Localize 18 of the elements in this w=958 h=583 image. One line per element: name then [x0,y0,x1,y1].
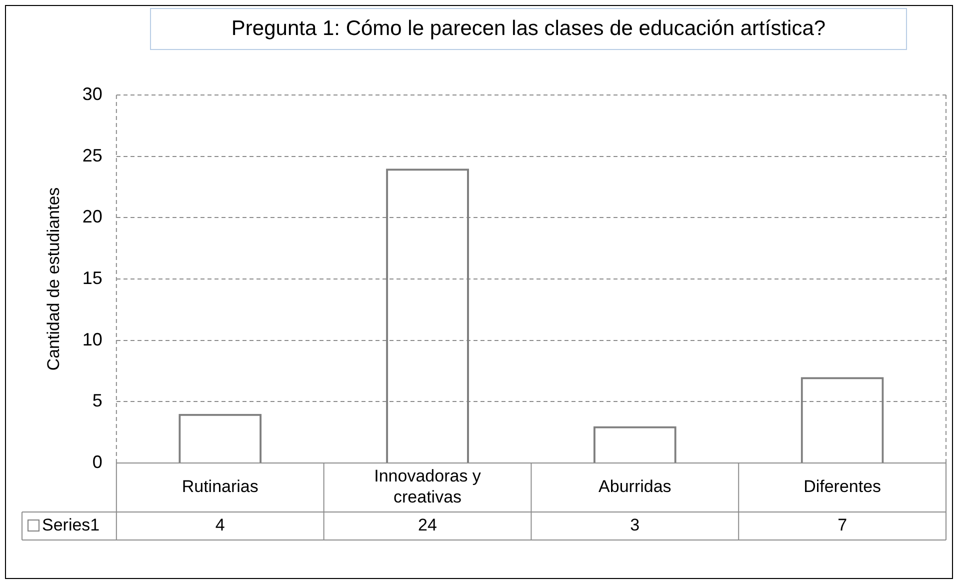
data-label: 24 [418,516,437,535]
y-tick-label: 25 [82,145,102,166]
y-axis-title: Cantidad de estudiantes [44,187,63,371]
x-tick-label: Diferentes [804,477,882,496]
y-tick-label: 5 [92,390,102,411]
data-label: 7 [838,516,848,535]
data-label: 4 [215,516,225,535]
legend-label: Series1 [42,516,100,535]
y-tick-label: 20 [82,206,102,227]
y-tick-label: 0 [92,452,102,472]
data-label: 3 [630,516,640,535]
chart-title: Pregunta 1: Cómo le parecen las clases de educación artística? [150,8,907,50]
x-tick-label: Rutinarias [182,477,258,496]
x-tick-label: Innovadoras y creativas [374,466,482,507]
y-tick-label: 10 [82,329,102,350]
y-tick-label: 15 [82,268,102,288]
y-tick-label: 30 [82,84,102,104]
x-tick-label: Aburridas [598,477,672,496]
